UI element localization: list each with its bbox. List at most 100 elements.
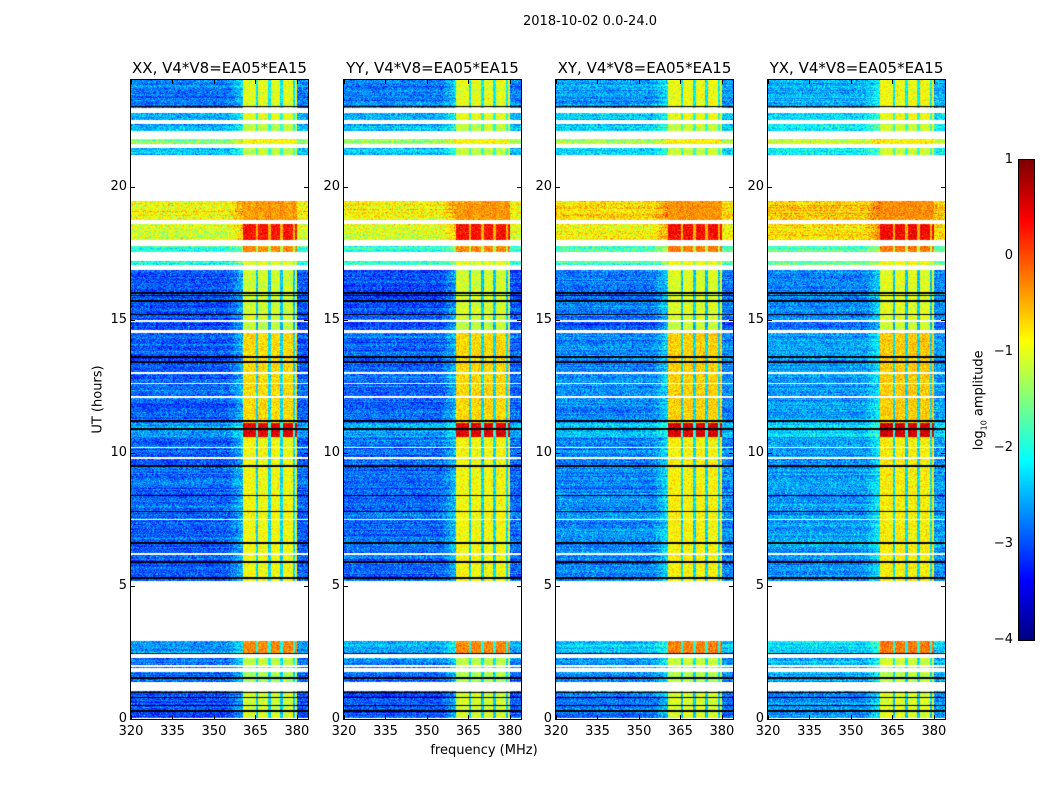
x-tick <box>638 715 640 719</box>
colorbar-tick-label: −4 <box>993 632 1013 647</box>
y-tick <box>729 452 733 454</box>
x-tick <box>597 715 599 719</box>
y-tick-label: 5 <box>543 577 552 593</box>
y-tick <box>131 585 135 587</box>
y-tick-label: 5 <box>331 577 340 593</box>
x-tick <box>131 715 132 719</box>
x-tick <box>892 715 894 719</box>
y-tick <box>517 186 521 188</box>
heatmap-panel <box>555 79 734 720</box>
x-tick-label: 365 <box>880 724 905 739</box>
y-tick-label: 10 <box>110 444 127 460</box>
y-tick <box>304 319 308 321</box>
y-tick <box>517 319 521 321</box>
x-tick <box>213 80 215 84</box>
panel-title: XX, V4*V8=EA05*EA15 <box>132 59 307 77</box>
x-tick <box>680 715 682 719</box>
colorbar-label-subscript: 10 <box>979 420 989 431</box>
x-tick <box>172 715 174 719</box>
x-tick-label: 320 <box>755 724 781 739</box>
colorbar-label-prefix: log <box>971 430 987 451</box>
colorbar-tick-label: −2 <box>993 440 1013 455</box>
x-tick <box>344 80 345 84</box>
colorbar-tick-label: 0 <box>1004 248 1013 263</box>
x-tick-label: 380 <box>497 724 523 739</box>
x-tick <box>296 80 298 84</box>
colorbar-tick <box>1019 640 1023 641</box>
y-tick <box>131 719 135 720</box>
x-tick <box>385 80 387 84</box>
x-tick <box>721 715 723 719</box>
heatmap-panel <box>767 79 946 720</box>
x-tick <box>933 80 935 84</box>
x-tick <box>597 80 599 84</box>
y-tick <box>941 186 945 188</box>
y-tick <box>344 719 348 720</box>
x-tick-label: 365 <box>668 724 693 739</box>
y-tick-label: 10 <box>323 444 340 460</box>
x-tick <box>468 715 470 719</box>
x-tick <box>850 715 852 719</box>
colorbar-label-suffix: amplitude <box>971 350 987 421</box>
y-tick-label: 5 <box>118 577 127 593</box>
x-axis-label: frequency (MHz) <box>430 743 538 758</box>
y-tick <box>768 186 772 188</box>
y-tick <box>304 585 308 587</box>
x-tick-label: 380 <box>284 724 310 739</box>
x-tick-label: 380 <box>709 724 735 739</box>
x-tick <box>509 80 511 84</box>
y-tick <box>344 585 348 587</box>
x-tick <box>850 80 852 84</box>
x-tick <box>933 715 935 719</box>
y-tick <box>768 452 772 454</box>
y-tick <box>131 186 135 188</box>
y-tick <box>131 452 135 454</box>
x-tick <box>809 80 811 84</box>
x-tick <box>509 715 511 719</box>
x-tick <box>638 80 640 84</box>
x-tick <box>172 80 174 84</box>
y-tick <box>131 319 135 321</box>
x-tick <box>768 80 769 84</box>
x-tick <box>385 715 387 719</box>
y-tick-label: 20 <box>323 178 340 194</box>
colorbar <box>1018 159 1035 641</box>
y-tick-label: 15 <box>323 311 340 327</box>
x-tick <box>680 80 682 84</box>
y-tick <box>941 719 945 720</box>
y-tick <box>556 585 560 587</box>
x-tick <box>556 715 557 719</box>
x-tick <box>213 715 215 719</box>
heatmap-image <box>768 80 945 719</box>
y-tick <box>768 319 772 321</box>
y-tick-label: 20 <box>110 178 127 194</box>
y-tick-label: 20 <box>747 178 764 194</box>
y-tick-label: 15 <box>110 311 127 327</box>
y-tick <box>941 452 945 454</box>
y-tick <box>304 452 308 454</box>
y-tick <box>556 186 560 188</box>
x-tick-label: 320 <box>118 724 144 739</box>
panel-title: YY, V4*V8=EA05*EA15 <box>346 59 519 77</box>
panel-title: YX, V4*V8=EA05*EA15 <box>769 59 944 77</box>
figure-title: 2018-10-02 0.0-24.0 <box>523 14 657 29</box>
heatmap-panel <box>130 79 309 720</box>
y-tick <box>344 452 348 454</box>
y-tick <box>941 319 945 321</box>
x-tick <box>556 80 557 84</box>
x-tick <box>809 715 811 719</box>
colorbar-label: log10 amplitude <box>972 340 989 460</box>
y-tick-label: 0 <box>755 711 764 726</box>
y-tick <box>729 319 733 321</box>
panel-title: XY, V4*V8=EA05*EA15 <box>557 59 732 77</box>
y-tick-label: 0 <box>543 711 552 726</box>
colorbar-tick-label: −3 <box>993 536 1013 551</box>
heatmap-image <box>131 80 308 719</box>
y-tick <box>344 186 348 188</box>
x-tick <box>426 715 428 719</box>
x-tick <box>721 80 723 84</box>
x-tick-label: 335 <box>373 724 398 739</box>
y-tick <box>729 186 733 188</box>
x-tick-label: 335 <box>585 724 610 739</box>
y-tick <box>304 186 308 188</box>
